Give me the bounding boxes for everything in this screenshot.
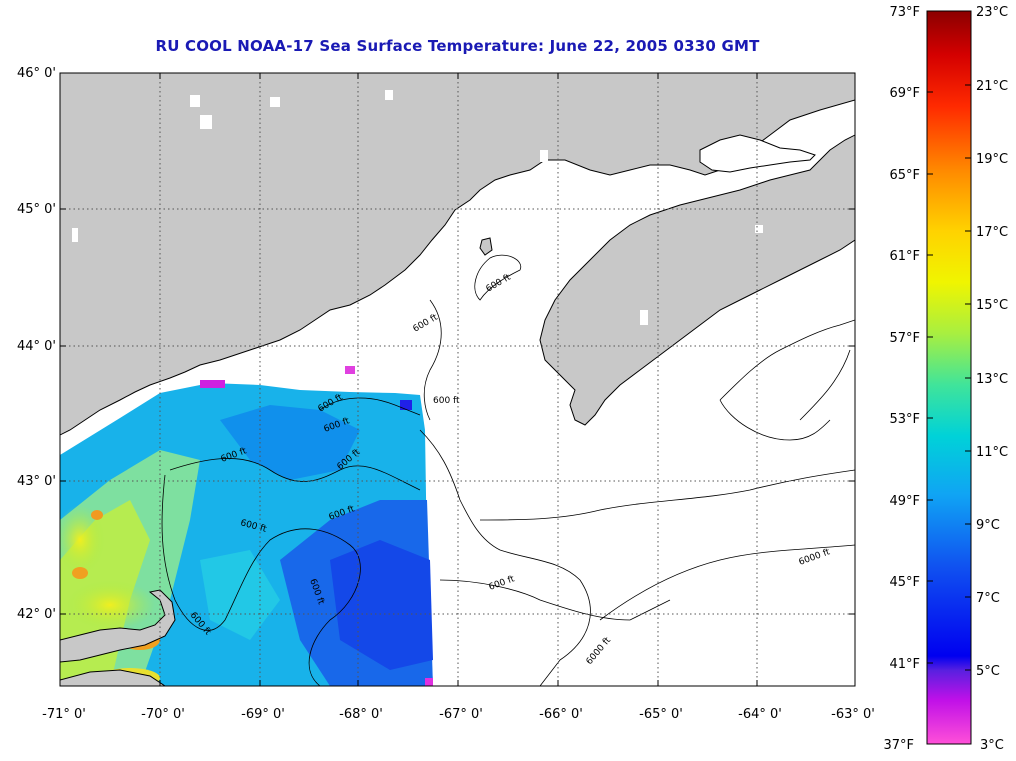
longitude-labels: -71° 0' -70° 0' -69° 0' -68° 0' -67° 0' … [42,707,875,722]
celsius-label: 15°C [976,298,1008,313]
lakes [72,90,763,325]
celsius-label: 23°C [976,5,1008,20]
colorbar: 73°F 69°F 65°F 61°F 57°F 53°F 49°F 45°F … [883,5,1008,753]
lon-tick-label: -64° 0' [738,707,782,722]
celsius-label: 7°C [976,591,1000,606]
celsius-label: 5°C [976,664,1000,679]
fahrenheit-label: 69°F [889,86,920,101]
fahrenheit-label: 37°F [883,738,914,753]
lat-tick-label: 45° 0' [17,202,56,217]
latitude-labels: 46° 0' 45° 0' 44° 0' 43° 0' 42° 0' [17,66,56,622]
celsius-label: 13°C [976,372,1008,387]
lon-tick-label: -63° 0' [831,707,875,722]
fahrenheit-label: 73°F [889,5,920,20]
lon-tick-label: -65° 0' [639,707,683,722]
colorbar-fahrenheit-labels: 73°F 69°F 65°F 61°F 57°F 53°F 49°F 45°F … [883,5,920,753]
lon-tick-label: -71° 0' [42,707,86,722]
fahrenheit-label: 61°F [889,249,920,264]
celsius-label: 9°C [976,518,1000,533]
land-masses [60,73,855,686]
bathymetry-contours [161,254,855,686]
colorbar-gradient [926,10,972,745]
colorbar-ticks [927,84,971,671]
lat-tick-label: 46° 0' [17,66,56,81]
contour-label: 600 ft [433,396,460,406]
fahrenheit-label: 41°F [889,657,920,672]
celsius-label: 11°C [976,445,1008,460]
lon-tick-label: -70° 0' [141,707,185,722]
celsius-label: 17°C [976,225,1008,240]
map-gridlines [60,73,855,686]
celsius-label: 19°C [976,152,1008,167]
fahrenheit-label: 65°F [889,168,920,183]
fahrenheit-label: 45°F [889,575,920,590]
axis-ticks [59,72,856,686]
sst-data-swath [60,358,433,686]
fahrenheit-label: 49°F [889,494,920,509]
fahrenheit-label: 57°F [889,331,920,346]
fahrenheit-label: 53°F [889,412,920,427]
lon-tick-label: -68° 0' [339,707,383,722]
lon-tick-label: -66° 0' [539,707,583,722]
celsius-label: 21°C [976,79,1008,94]
colorbar-celsius-labels: 23°C 21°C 19°C 17°C 15°C 13°C 11°C 9°C 7… [976,5,1008,753]
lat-tick-label: 43° 0' [17,474,56,489]
map-title: RU COOL NOAA-17 Sea Surface Temperature:… [155,37,760,55]
lat-tick-label: 42° 0' [17,607,56,622]
celsius-label: 3°C [980,738,1004,753]
lon-tick-label: -67° 0' [439,707,483,722]
lat-tick-label: 44° 0' [17,339,56,354]
lon-tick-label: -69° 0' [241,707,285,722]
